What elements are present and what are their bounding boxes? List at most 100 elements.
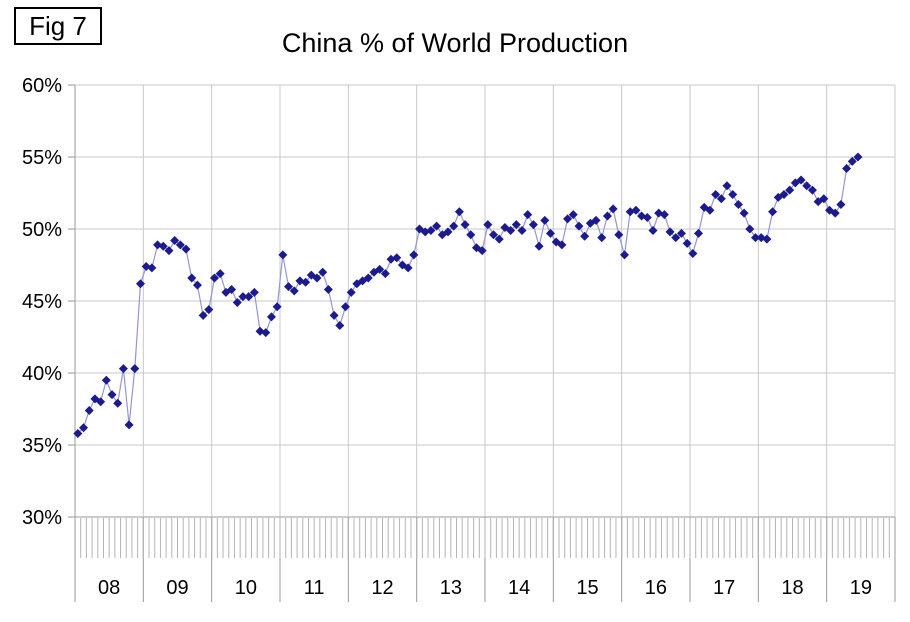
data-point bbox=[665, 227, 675, 237]
data-point bbox=[614, 230, 624, 240]
data-point bbox=[506, 225, 516, 235]
y-tick-label: 50% bbox=[22, 219, 62, 241]
data-point bbox=[750, 233, 760, 243]
data-point bbox=[591, 215, 601, 225]
data-point bbox=[323, 284, 333, 294]
data-point bbox=[449, 221, 459, 231]
data-point bbox=[671, 233, 681, 243]
data-point bbox=[477, 246, 487, 256]
data-point bbox=[192, 280, 202, 290]
x-year-label: 13 bbox=[440, 577, 462, 599]
data-series-line bbox=[77, 156, 859, 434]
data-point-markers bbox=[73, 152, 863, 438]
y-tick-label: 35% bbox=[22, 435, 62, 457]
data-point bbox=[466, 230, 476, 240]
data-point bbox=[164, 246, 174, 256]
data-point bbox=[745, 224, 755, 234]
data-point bbox=[842, 164, 852, 174]
data-point bbox=[278, 250, 288, 260]
data-point bbox=[101, 375, 111, 385]
data-point bbox=[648, 225, 658, 235]
data-point bbox=[346, 287, 356, 297]
data-point bbox=[620, 250, 630, 260]
data-point bbox=[181, 244, 191, 254]
data-point bbox=[158, 241, 168, 251]
data-point bbox=[272, 302, 282, 312]
data-point bbox=[802, 181, 812, 191]
x-year-label: 10 bbox=[235, 577, 257, 599]
data-point bbox=[96, 397, 106, 407]
data-point bbox=[597, 233, 607, 243]
data-point bbox=[84, 405, 94, 415]
data-point bbox=[489, 230, 499, 240]
data-point bbox=[118, 364, 128, 374]
data-point bbox=[130, 364, 140, 374]
x-year-label: 15 bbox=[576, 577, 598, 599]
data-point bbox=[534, 241, 544, 251]
data-point bbox=[608, 204, 618, 214]
x-year-label: 12 bbox=[371, 577, 393, 599]
data-point bbox=[722, 181, 732, 191]
y-tick-label: 30% bbox=[22, 507, 62, 529]
data-point bbox=[454, 207, 464, 217]
data-point bbox=[819, 194, 829, 204]
data-point bbox=[238, 292, 248, 302]
data-point bbox=[642, 212, 652, 222]
data-point bbox=[312, 273, 322, 283]
data-point bbox=[210, 273, 220, 283]
y-tick-label: 55% bbox=[22, 147, 62, 169]
data-point bbox=[284, 282, 294, 292]
y-axis: 60% 55% 50% 45% 40% 35% 30% bbox=[22, 75, 895, 529]
y-tick-label: 45% bbox=[22, 291, 62, 313]
data-point bbox=[830, 208, 840, 218]
data-point bbox=[568, 210, 578, 220]
data-point bbox=[563, 214, 573, 224]
data-point bbox=[79, 423, 89, 433]
data-point bbox=[545, 228, 555, 238]
data-point bbox=[517, 225, 527, 235]
data-point bbox=[682, 238, 692, 248]
x-axis: 08 09 10 11 12 13 14 15 16 17 18 19 bbox=[74, 85, 896, 602]
data-point bbox=[266, 312, 276, 322]
data-point bbox=[227, 284, 237, 294]
x-year-label: 16 bbox=[645, 577, 667, 599]
data-point bbox=[409, 250, 419, 260]
data-point bbox=[73, 428, 83, 438]
data-point bbox=[739, 208, 749, 218]
data-point bbox=[574, 221, 584, 231]
data-point bbox=[249, 287, 259, 297]
x-year-label: 11 bbox=[304, 577, 325, 599]
data-point bbox=[511, 220, 521, 230]
x-year-label: 09 bbox=[166, 577, 188, 599]
y-tick-label: 60% bbox=[22, 75, 62, 97]
data-point bbox=[187, 273, 197, 283]
data-point bbox=[301, 277, 311, 287]
data-point bbox=[762, 234, 772, 244]
data-point bbox=[204, 305, 214, 315]
data-point bbox=[318, 267, 328, 277]
data-point bbox=[124, 420, 134, 430]
data-point bbox=[363, 273, 373, 283]
x-year-label: 19 bbox=[850, 577, 872, 599]
data-point bbox=[289, 286, 299, 296]
data-point bbox=[261, 328, 271, 338]
data-point bbox=[392, 253, 402, 263]
data-point bbox=[540, 215, 550, 225]
data-point bbox=[523, 210, 533, 220]
x-year-label: 14 bbox=[508, 577, 530, 599]
data-point bbox=[340, 302, 350, 312]
data-point bbox=[768, 207, 778, 217]
data-point bbox=[716, 194, 726, 204]
data-point bbox=[528, 220, 538, 230]
x-year-label: 08 bbox=[98, 577, 120, 599]
data-point bbox=[676, 228, 686, 238]
data-point bbox=[375, 264, 385, 274]
data-point bbox=[483, 220, 493, 230]
data-point bbox=[796, 175, 806, 185]
data-point bbox=[147, 263, 157, 273]
x-year-label: 18 bbox=[781, 577, 803, 599]
data-point bbox=[728, 189, 738, 199]
data-point bbox=[170, 236, 180, 246]
data-point bbox=[107, 390, 117, 400]
